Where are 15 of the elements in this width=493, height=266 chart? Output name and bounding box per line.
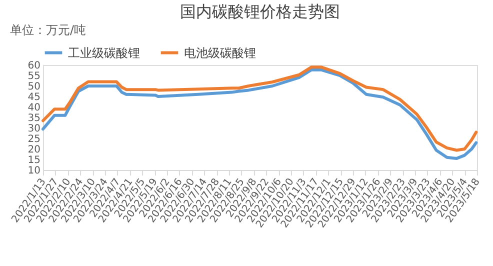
y-tick-label: 25 bbox=[28, 134, 40, 145]
y-tick-label: 35 bbox=[28, 113, 40, 124]
legend-label: 电池级碳酸锂 bbox=[184, 46, 256, 60]
legend-label: 工业级碳酸锂 bbox=[68, 46, 140, 60]
y-tick-label: 60 bbox=[28, 60, 40, 72]
text: 单位：万元/吨 bbox=[10, 22, 86, 39]
y-tick-label: 30 bbox=[28, 124, 40, 134]
chart-title: 国内碳酸锂价格走势图 bbox=[180, 2, 340, 21]
y-tick-label: 10 bbox=[28, 166, 40, 176]
y-tick-label: 50 bbox=[28, 82, 40, 92]
y-tick-label: 15 bbox=[28, 155, 40, 166]
y-tick-label: 45 bbox=[28, 92, 40, 103]
y-tick-label: 55 bbox=[28, 71, 40, 82]
y-tick-label: 40 bbox=[28, 102, 40, 114]
y-tick-label: 20 bbox=[28, 144, 40, 156]
